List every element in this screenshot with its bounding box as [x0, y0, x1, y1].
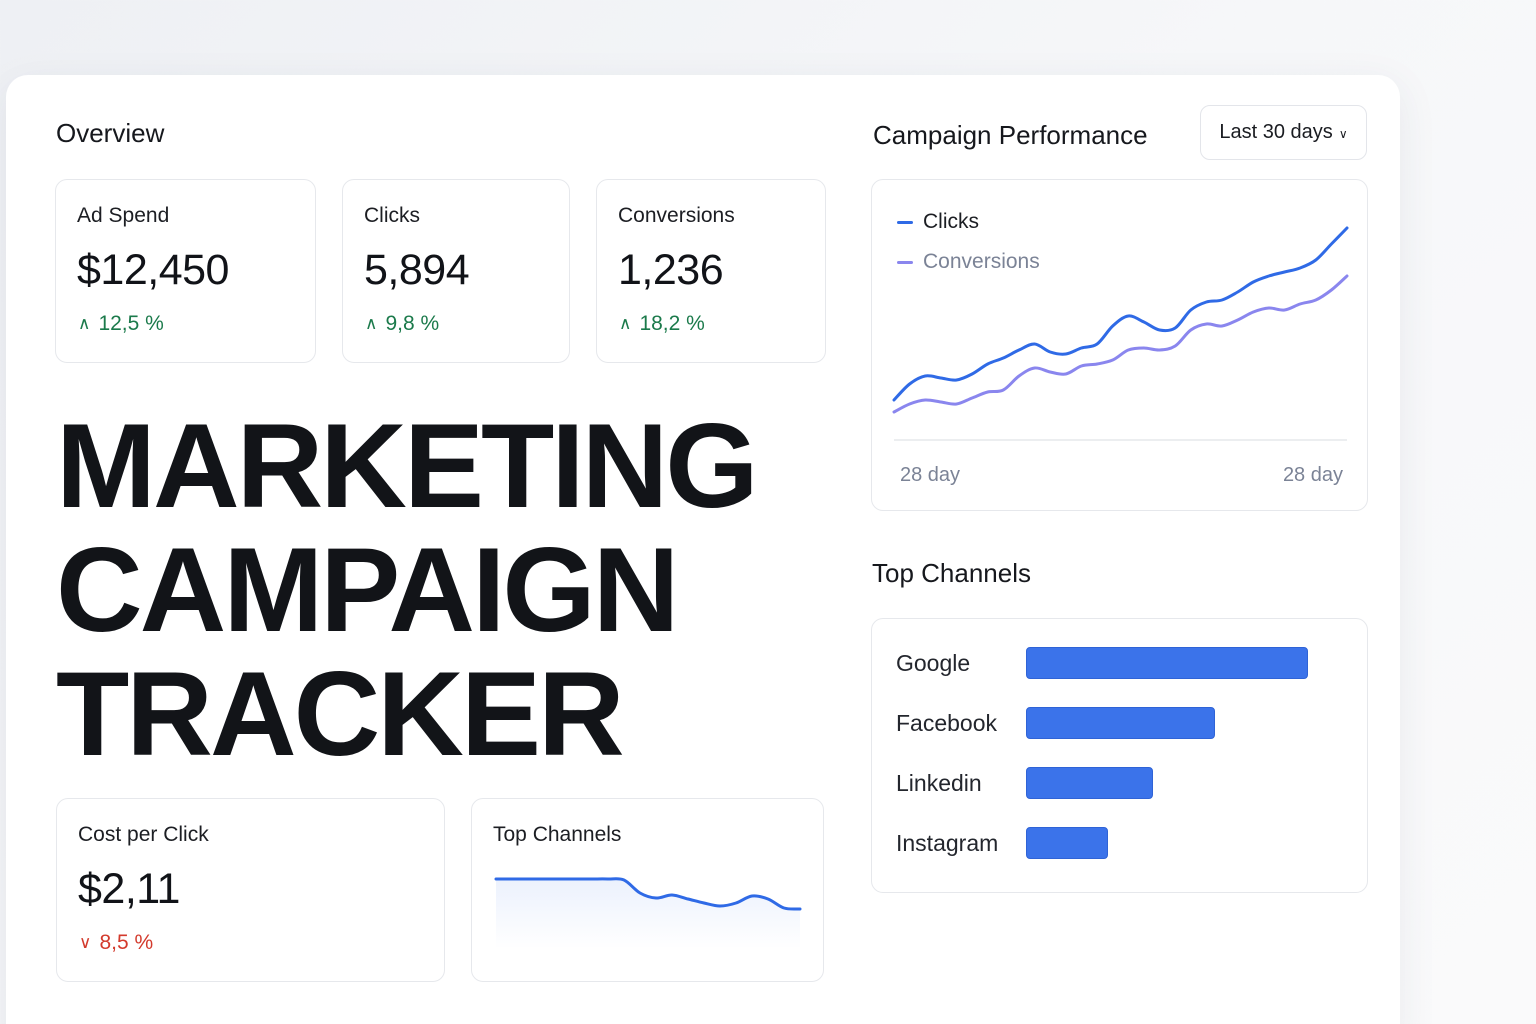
- kpi-label: Clicks: [364, 204, 420, 227]
- channel-row[interactable]: Instagram: [896, 827, 1108, 859]
- kpi-value: 1,236: [618, 246, 724, 294]
- legend-swatch: [897, 260, 913, 264]
- channel-bar: [1026, 707, 1215, 739]
- kpi-label: Cost per Click: [78, 823, 209, 846]
- kpi-delta: ∨ 8,5 %: [79, 931, 153, 955]
- kpi-value: 5,894: [364, 246, 470, 294]
- top-channels-card: Google Facebook Linkedin Instagram: [871, 618, 1368, 893]
- arrow-up-icon: ∧: [365, 314, 378, 333]
- channel-row[interactable]: Linkedin: [896, 767, 1153, 799]
- channel-row[interactable]: Google: [896, 647, 1308, 679]
- performance-line-chart: [892, 226, 1349, 441]
- hero-line: MARKETING: [56, 399, 759, 533]
- chevron-down-icon: ∨: [1338, 127, 1348, 141]
- arrow-down-icon: ∨: [79, 933, 92, 952]
- channel-bar: [1026, 647, 1308, 679]
- date-range-label: Last 30 days: [1219, 121, 1333, 143]
- legend-swatch: [897, 220, 913, 224]
- channel-row[interactable]: Facebook: [896, 707, 1215, 739]
- channel-bar: [1026, 827, 1108, 859]
- hero-line: CAMPAIGN: [56, 523, 679, 657]
- hero-title: MARKETING CAMPAIGN TRACKER: [56, 399, 759, 781]
- series-line-conversions: [892, 274, 1349, 414]
- kpi-delta: ∧ 18,2 %: [619, 312, 705, 336]
- arrow-up-icon: ∧: [78, 314, 91, 333]
- arrow-up-icon: ∧: [619, 314, 632, 333]
- kpi-delta: ∧ 9,8 %: [365, 312, 439, 336]
- kpi-delta-value: 12,5 %: [98, 312, 164, 335]
- mini-sparkline-chart: [494, 877, 802, 949]
- channel-name: Google: [896, 649, 971, 676]
- sparkline-line: [494, 877, 802, 911]
- kpi-delta-value: 18,2 %: [639, 312, 705, 335]
- sparkline-area: [496, 878, 800, 949]
- kpi-card-conversions[interactable]: Conversions 1,236 ∧ 18,2 %: [596, 179, 826, 363]
- performance-chart-card: Clicks Conversions 28 day 28 day: [871, 179, 1368, 511]
- channel-bar: [1026, 767, 1153, 799]
- top-channels-title: Top Channels: [872, 558, 1031, 588]
- mini-top-channels-title: Top Channels: [493, 823, 622, 846]
- hero-line: TRACKER: [56, 647, 625, 781]
- kpi-value: $2,11: [78, 865, 180, 913]
- channel-name: Linkedin: [896, 769, 982, 796]
- date-range-dropdown[interactable]: Last 30 days ∨: [1200, 105, 1367, 160]
- x-axis-end-label: 28 day: [1282, 464, 1343, 486]
- kpi-delta: ∧ 12,5 %: [78, 312, 164, 336]
- mini-top-channels-card[interactable]: Top Channels: [471, 798, 824, 982]
- channel-name: Facebook: [896, 709, 998, 736]
- kpi-delta-value: 9,8 %: [385, 312, 440, 335]
- campaign-performance-title: Campaign Performance: [873, 120, 1148, 150]
- kpi-card-cost-per-click[interactable]: Cost per Click $2,11 ∨ 8,5 %: [56, 798, 445, 982]
- legend-label: Clicks: [923, 210, 979, 233]
- legend-item-conversions[interactable]: Conversions: [897, 250, 1040, 274]
- legend-label: Conversions: [923, 250, 1040, 273]
- overview-title: Overview: [56, 118, 165, 148]
- kpi-delta-value: 8,5 %: [99, 931, 154, 954]
- kpi-card-ad-spend[interactable]: Ad Spend $12,450 ∧ 12,5 %: [55, 179, 316, 363]
- legend-item-clicks[interactable]: Clicks: [897, 210, 979, 234]
- channel-name: Instagram: [896, 829, 999, 856]
- kpi-value: $12,450: [77, 246, 229, 294]
- kpi-card-clicks[interactable]: Clicks 5,894 ∧ 9,8 %: [342, 179, 570, 363]
- kpi-label: Conversions: [618, 204, 735, 227]
- x-axis-start-label: 28 day: [900, 464, 961, 486]
- series-line-clicks: [892, 226, 1349, 402]
- kpi-label: Ad Spend: [77, 204, 170, 227]
